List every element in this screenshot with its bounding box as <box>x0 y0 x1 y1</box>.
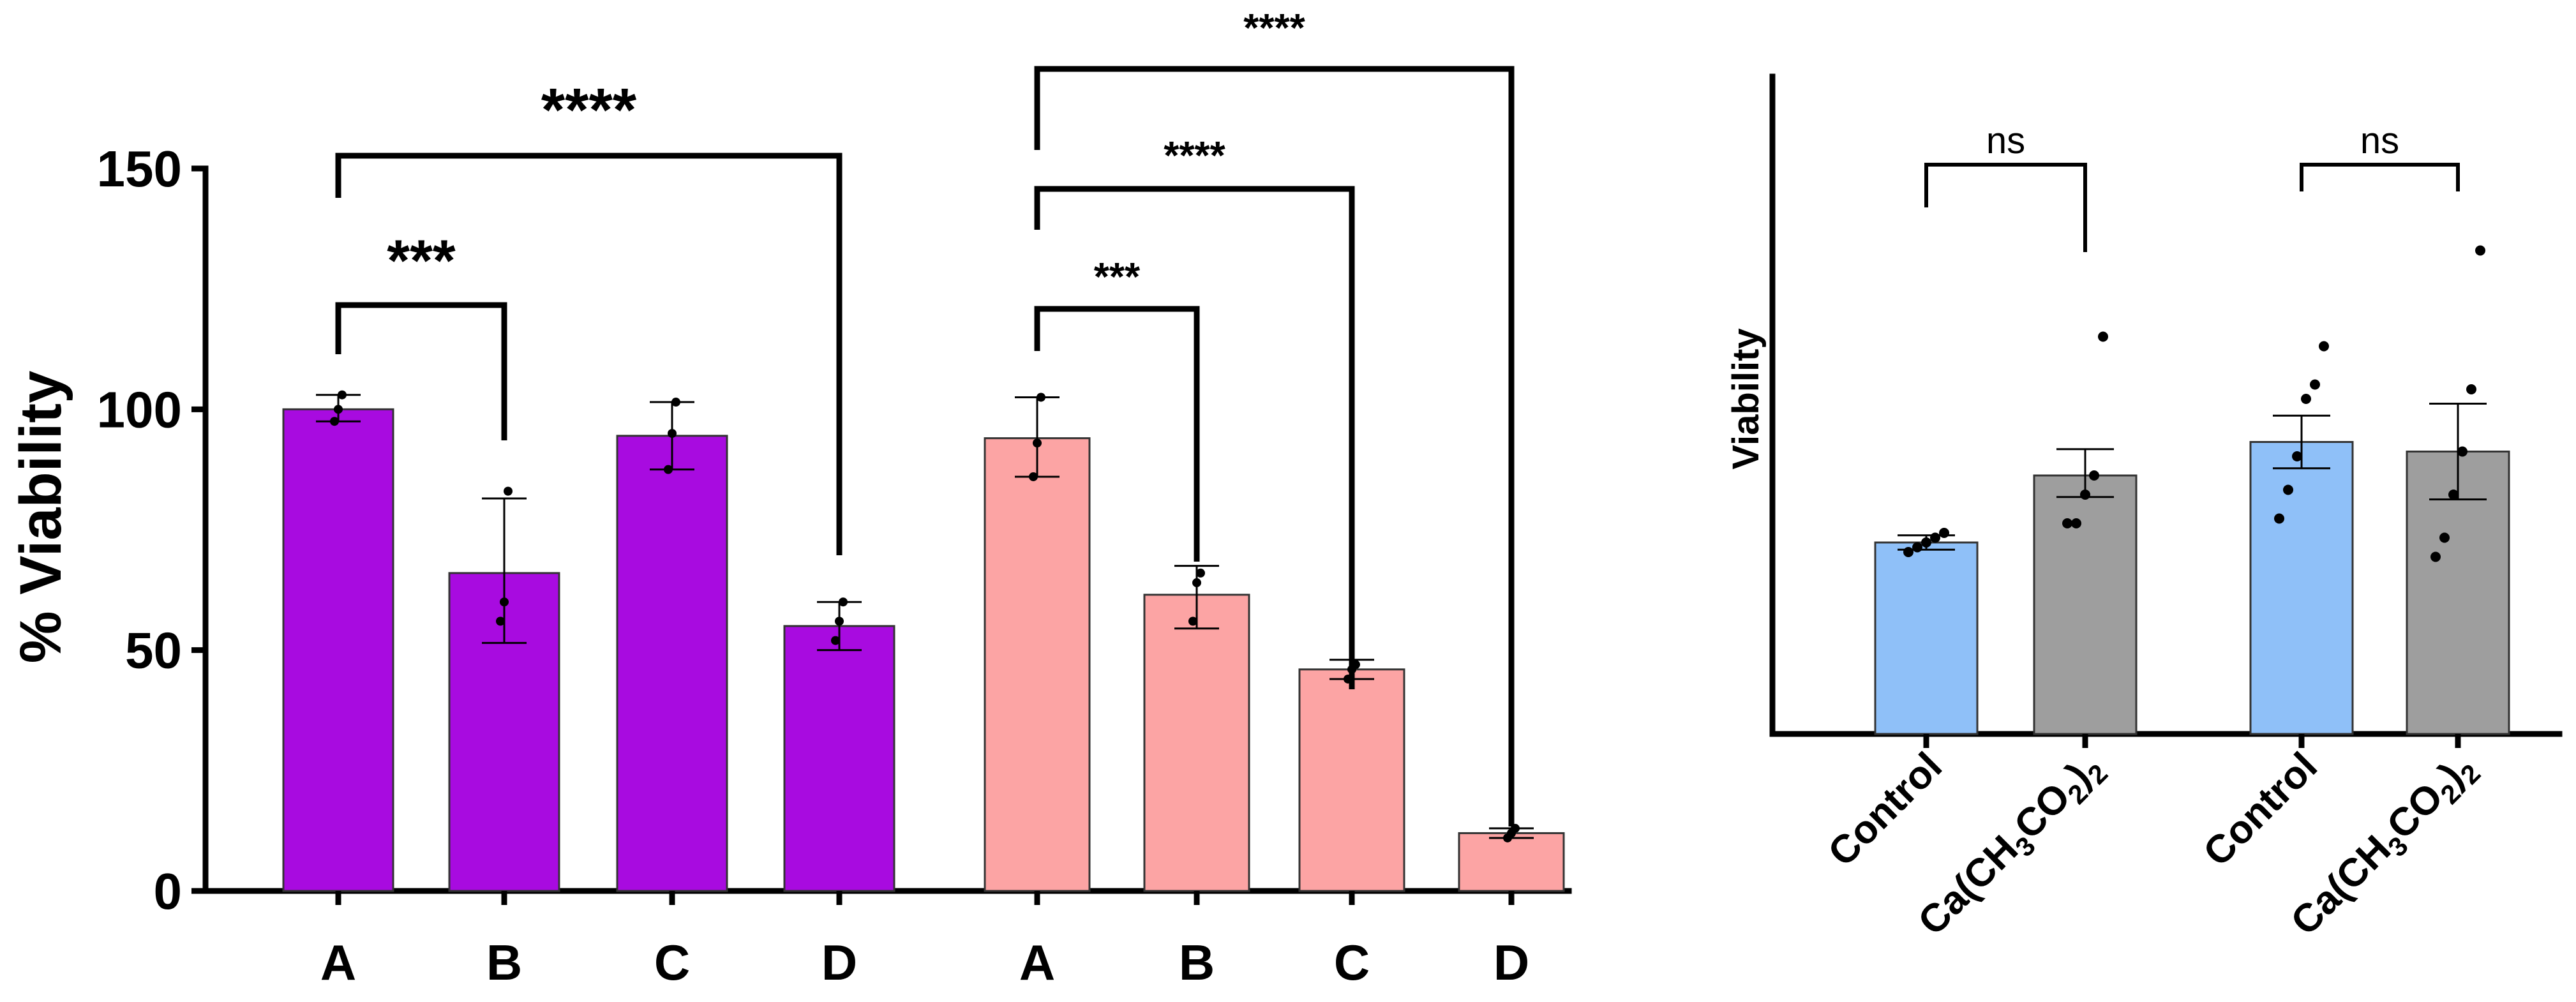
data-point <box>2466 384 2476 394</box>
data-point <box>1188 617 1197 626</box>
bar-group-2-B <box>1143 594 1250 892</box>
data-point <box>2098 331 2108 342</box>
significance-label: **** <box>1164 134 1225 178</box>
data-point <box>2475 245 2485 256</box>
data-point <box>2430 551 2441 562</box>
right-y-axis-label: Viability <box>1725 328 1767 469</box>
data-point <box>1033 438 1042 448</box>
data-point <box>835 617 844 626</box>
data-point <box>671 398 680 407</box>
data-point <box>2071 518 2081 528</box>
significance-bracket <box>1924 163 2087 252</box>
left-x-tick-label: D <box>821 934 857 991</box>
data-point <box>496 617 505 626</box>
left-x-tick-label: A <box>1019 934 1055 991</box>
bar-group-1-C <box>616 435 728 892</box>
bar-group-2-D <box>1458 832 1565 892</box>
left-y-tick-label: 50 <box>125 622 182 679</box>
significance-label: ns <box>1986 120 2025 161</box>
data-point <box>2274 513 2284 524</box>
data-point <box>664 465 673 474</box>
data-point <box>2319 341 2329 352</box>
data-point <box>2089 470 2099 481</box>
data-point <box>504 486 513 496</box>
data-point <box>839 597 848 607</box>
data-point <box>2301 394 2311 404</box>
data-point <box>2457 446 2467 457</box>
data-point <box>2080 490 2090 500</box>
bar-group-2-C <box>1298 668 1405 892</box>
data-point <box>1921 537 1931 548</box>
data-point <box>330 417 339 426</box>
data-point <box>1930 532 1940 543</box>
left-x-tick-label: B <box>1179 934 1215 991</box>
left-y-tick-label: 0 <box>154 863 183 920</box>
significance-label: *** <box>387 228 456 294</box>
bar-pair-2-Control <box>2249 441 2354 735</box>
significance-label: **** <box>1243 6 1305 50</box>
left-x-tick-label: A <box>320 934 356 991</box>
significance-label: **** <box>541 76 637 144</box>
data-point <box>2062 518 2072 528</box>
bar-group-1-D <box>783 625 895 892</box>
left-y-axis-label: % Viability <box>8 371 73 663</box>
right-x-tick-label: Control <box>2195 744 2326 875</box>
data-point <box>1037 393 1045 402</box>
data-point <box>1192 578 1201 588</box>
significance-bracket <box>1034 186 1355 689</box>
bar-group-1-A <box>282 408 394 892</box>
data-point <box>1196 568 1205 578</box>
data-point <box>831 636 840 645</box>
significance-bracket <box>335 302 507 440</box>
significance-label: *** <box>1094 255 1141 299</box>
significance-label: ns <box>2360 120 2399 161</box>
data-point <box>338 390 347 400</box>
data-point <box>2448 490 2459 500</box>
significance-bracket <box>1034 66 1515 826</box>
left-x-tick-label: D <box>1494 934 1529 991</box>
data-point <box>1029 472 1038 481</box>
data-point <box>668 429 677 438</box>
data-point <box>2283 484 2293 495</box>
significance-bracket <box>2300 163 2460 191</box>
data-point <box>1903 547 1913 557</box>
left-y-tick-label: 150 <box>97 140 182 197</box>
significance-bracket <box>335 153 842 555</box>
left-y-tick-label: 100 <box>97 381 182 438</box>
bar-pair-1-Ca(CH3CO2)2 <box>2033 474 2138 735</box>
right-x-tick-label: Control <box>1820 744 1951 875</box>
data-point <box>334 405 343 414</box>
significance-bracket <box>1034 306 1200 562</box>
data-point <box>1912 542 1922 553</box>
left-x-tick-label: C <box>654 934 690 991</box>
data-point <box>2310 379 2320 390</box>
left-x-tick-label: C <box>1334 934 1370 991</box>
bar-group-2-A <box>984 437 1091 892</box>
left-x-tick-label: B <box>486 934 522 991</box>
data-point <box>2292 451 2302 461</box>
data-point <box>500 597 509 607</box>
bar-pair-1-Control <box>1874 541 1979 735</box>
data-point <box>1939 528 1949 538</box>
data-point <box>2439 532 2450 543</box>
